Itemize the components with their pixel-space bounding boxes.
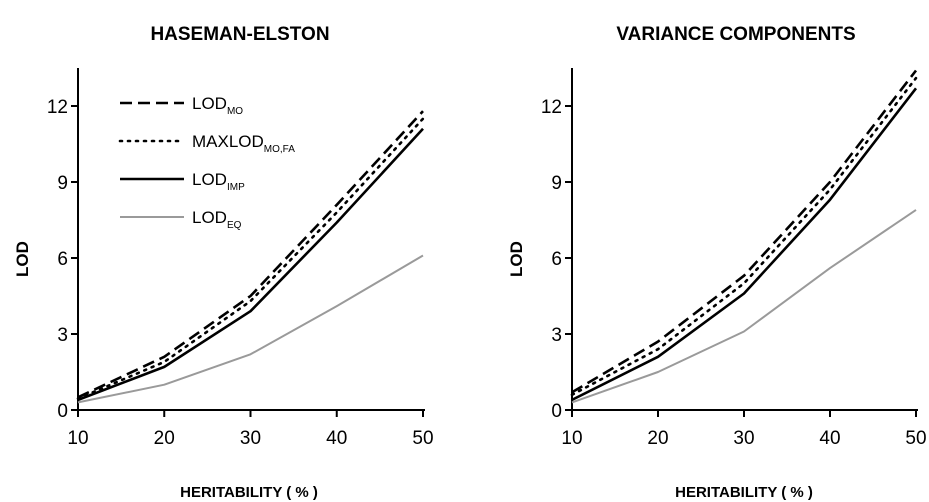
legend-label: MAXLODMO,FA xyxy=(192,132,295,155)
legend-label-subscript: IMP xyxy=(227,182,245,193)
y-axis-title: LOD xyxy=(507,241,526,277)
y-tick-label: 9 xyxy=(57,173,68,194)
y-tick-label: 0 xyxy=(551,401,562,422)
y-tick-label: 6 xyxy=(57,249,68,270)
series-line-lod-eq xyxy=(571,209,917,404)
x-tick-label: 50 xyxy=(412,428,433,449)
y-tick-label: 12 xyxy=(541,97,562,118)
chart-title: VARIANCE COMPONENTS xyxy=(616,24,855,45)
legend: LODMO MAXLODMO,FA LODIMP LODEQ xyxy=(118,94,295,231)
y-tick-label: 3 xyxy=(551,325,562,346)
legend-label: LODMO xyxy=(192,94,243,117)
x-tick-label: 30 xyxy=(733,428,754,449)
x-axis-title: HERITABILITY ( % ) xyxy=(675,484,813,501)
series-line-lod-eq xyxy=(77,254,424,404)
legend-label: LODEQ xyxy=(192,208,242,231)
x-tick-label: 20 xyxy=(647,428,668,449)
x-tick-label: 50 xyxy=(905,428,926,449)
series-line-lod-imp xyxy=(571,87,918,402)
series-line-maxlod-mo-fa xyxy=(570,76,918,397)
legend-label-subscript: MO xyxy=(227,106,243,117)
y-tick-label: 6 xyxy=(551,249,562,270)
series-line-maxlod-mo-fa xyxy=(76,117,425,400)
series-line-lod-mo xyxy=(571,69,918,394)
y-tick-label: 12 xyxy=(47,97,68,118)
chart-panel-1: HASEMAN-ELSTON 0 3 6 9 12 10 20 30 40 50 LOD HERITAB… xyxy=(13,24,434,501)
y-tick-label: 0 xyxy=(57,401,68,422)
chart-panel-2: VARIANCE COMPONENTS 0 3 6 9 12 10 20 30 40 50 LOD HE… xyxy=(507,24,927,501)
y-axis-title: LOD xyxy=(13,241,32,277)
y-tick-label: 9 xyxy=(551,173,562,194)
y-tick-label: 3 xyxy=(57,325,68,346)
series-line-lod-imp xyxy=(77,127,424,402)
x-tick-label: 20 xyxy=(154,428,175,449)
x-tick-label: 10 xyxy=(67,428,88,449)
x-tick-label: 40 xyxy=(326,428,347,449)
x-tick-label: 10 xyxy=(561,428,582,449)
legend-label-subscript: EQ xyxy=(227,220,242,231)
series-line-lod-mo xyxy=(77,110,424,399)
x-axis-title: HERITABILITY ( % ) xyxy=(180,484,318,501)
legend-label: LODIMP xyxy=(192,170,245,193)
x-tick-label: 30 xyxy=(240,428,261,449)
chart-title: HASEMAN-ELSTON xyxy=(150,24,329,45)
legend-label-subscript: MO,FA xyxy=(264,144,295,155)
x-tick-label: 40 xyxy=(819,428,840,449)
